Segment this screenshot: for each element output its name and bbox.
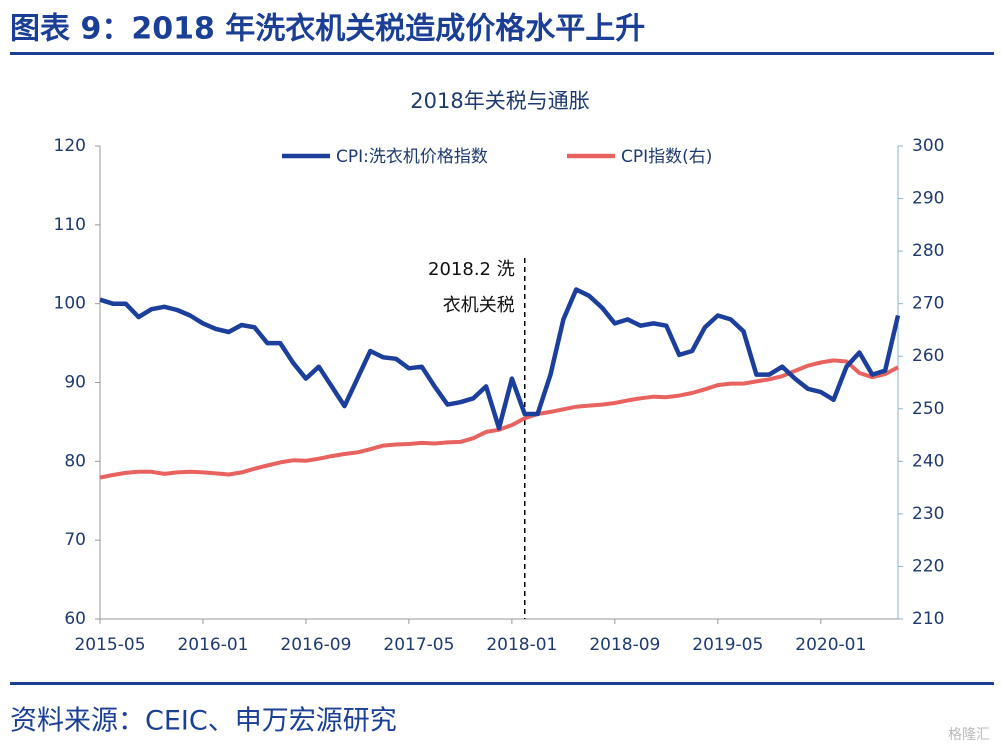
y2-tick-label: 210 bbox=[912, 609, 944, 629]
page-title: 图表 9：2018 年洗衣机关税造成价格水平上升 bbox=[10, 12, 645, 47]
y2-tick-label: 220 bbox=[912, 556, 944, 576]
x-tick-label: 2019-05 bbox=[692, 635, 763, 655]
x-tick-label: 2017-05 bbox=[383, 635, 454, 655]
title-rule bbox=[10, 52, 994, 55]
y2-tick-label: 290 bbox=[912, 189, 944, 209]
x-tick-label: 2015-05 bbox=[74, 635, 145, 655]
y-tick-label: 90 bbox=[64, 373, 86, 393]
y-tick-label: 100 bbox=[54, 294, 86, 314]
y-tick-label: 80 bbox=[64, 451, 86, 471]
chart-title: 2018年关税与通胀 bbox=[410, 89, 589, 113]
watermark: 格隆汇 bbox=[948, 727, 990, 743]
y-tick-label: 60 bbox=[64, 609, 86, 629]
y2-tick-label: 280 bbox=[912, 241, 944, 261]
y2-tick-label: 260 bbox=[912, 346, 944, 366]
x-tick-label: 2016-01 bbox=[177, 635, 248, 655]
footer-rule bbox=[10, 682, 994, 685]
y2-tick-label: 230 bbox=[912, 504, 944, 524]
y-tick-label: 110 bbox=[54, 215, 86, 235]
x-tick-label: 2016-09 bbox=[280, 635, 351, 655]
series-line bbox=[99, 358, 899, 480]
x-tick-label: 2018-09 bbox=[589, 635, 660, 655]
source: 资料来源：CEIC、申万宏源研究 bbox=[10, 706, 397, 737]
x-tick-label: 2020-01 bbox=[795, 635, 866, 655]
y-tick-label: 70 bbox=[64, 530, 86, 550]
y2-tick-label: 270 bbox=[912, 294, 944, 314]
y2-tick-label: 250 bbox=[912, 399, 944, 419]
series-line bbox=[99, 287, 901, 431]
legend-label: CPI:洗衣机价格指数 bbox=[336, 147, 488, 167]
y2-tick-label: 300 bbox=[912, 136, 944, 156]
y-tick-label: 120 bbox=[54, 136, 86, 156]
x-tick-label: 2018-01 bbox=[486, 635, 557, 655]
annotation: 衣机关税 bbox=[443, 295, 515, 316]
annotation: 2018.2 洗 bbox=[428, 259, 515, 280]
legend-label: CPI指数(右) bbox=[621, 147, 712, 167]
y2-tick-label: 240 bbox=[912, 451, 944, 471]
